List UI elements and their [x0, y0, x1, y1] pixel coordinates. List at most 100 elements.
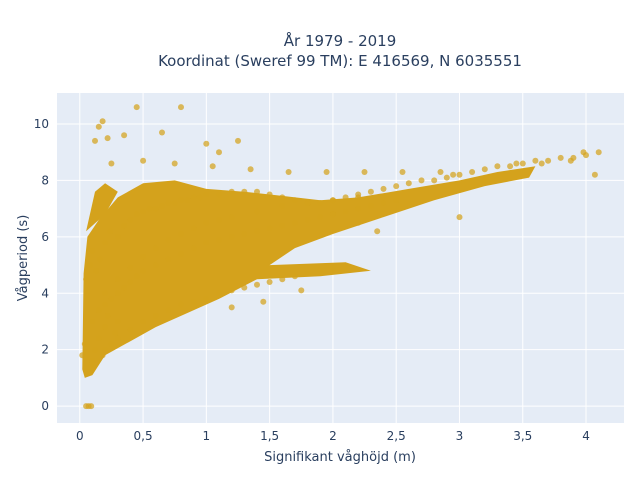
scatter-point — [108, 295, 115, 302]
scatter-point — [469, 169, 476, 175]
scatter-point — [99, 352, 106, 359]
scatter-point — [171, 160, 178, 167]
scatter-point — [279, 222, 286, 229]
scatter-point — [532, 157, 539, 164]
scatter-point — [291, 197, 298, 204]
y-tick-label: 8 — [41, 173, 49, 187]
scatter-point — [121, 132, 128, 139]
scatter-point — [112, 329, 119, 336]
scatter-point — [152, 312, 159, 319]
x-tick-label: 4 — [582, 429, 590, 443]
scatter-point — [399, 169, 406, 175]
scatter-point — [104, 135, 111, 142]
scatter-point — [437, 169, 444, 175]
scatter-point — [355, 219, 362, 226]
scatter-point — [114, 233, 121, 240]
scatter-point — [374, 228, 381, 235]
scatter-point — [456, 214, 463, 221]
scatter-point — [152, 245, 159, 252]
scatter-point — [317, 214, 324, 221]
scatter-point — [254, 208, 260, 215]
scatter-point — [342, 194, 349, 201]
scatter-point — [380, 200, 387, 206]
scatter-point — [93, 267, 100, 274]
scatter-point — [304, 216, 311, 223]
scatter-point — [89, 247, 96, 254]
y-tick-label: 4 — [41, 286, 49, 300]
scatter-point — [190, 194, 197, 201]
scatter-point — [114, 290, 121, 297]
scatter-point — [241, 231, 248, 237]
scatter-point — [323, 169, 330, 175]
scatter-point — [580, 149, 587, 156]
scatter-point — [254, 228, 260, 235]
scatter-point — [152, 262, 159, 269]
scatter-point — [83, 276, 90, 283]
scatter-point — [127, 279, 134, 285]
scatter-point — [567, 157, 574, 164]
scatter-point — [79, 352, 86, 359]
x-tick-label: 0,5 — [134, 429, 153, 443]
scatter-point — [304, 200, 311, 206]
scatter-point — [595, 149, 602, 156]
scatter-point — [89, 360, 96, 367]
scatter-point — [152, 205, 159, 212]
scatter-point — [456, 171, 463, 178]
scatter-point — [291, 273, 298, 280]
scatter-point — [107, 228, 114, 235]
scatter-point — [279, 202, 286, 209]
scatter-point — [108, 341, 115, 347]
grid-lines — [57, 93, 624, 423]
x-tick-label: 0 — [76, 429, 84, 443]
scatter-point — [266, 191, 273, 198]
scatter-point — [216, 236, 222, 243]
scatter-point — [86, 262, 93, 269]
scatter-point — [247, 166, 254, 173]
scatter-point — [329, 197, 336, 204]
chart-title-line-1: År 1979 - 2019 — [284, 31, 397, 50]
scatter-point — [190, 245, 197, 252]
scatter-point — [102, 346, 109, 353]
scatter-point — [519, 160, 526, 167]
scatter-point — [450, 171, 457, 178]
x-tick-label: 1,5 — [260, 429, 279, 443]
scatter-point — [127, 264, 134, 271]
scatter-point — [114, 276, 121, 283]
scatter-point — [171, 200, 178, 206]
scatter-point — [216, 191, 222, 198]
scatter-point — [190, 225, 197, 232]
scatter-point — [165, 307, 172, 314]
scatter-point — [114, 335, 121, 342]
scatter-point — [165, 236, 172, 243]
scatter-point — [481, 177, 488, 184]
scatter-point — [133, 211, 140, 218]
scatter-point — [443, 174, 450, 181]
x-tick-labels: 0 0,5 1 1,5 2 2,5 3 3,5 4 — [76, 429, 590, 443]
scatter-point — [92, 137, 98, 144]
scatter-point — [203, 219, 210, 226]
scatter-point — [102, 301, 109, 308]
scatter-point — [165, 200, 172, 206]
scatter-point — [254, 281, 260, 288]
scatter-point — [298, 287, 305, 294]
y-tick-label: 2 — [41, 343, 49, 357]
scatter-point — [329, 211, 336, 218]
scatter-point — [538, 160, 545, 167]
y-tick-labels: 0 2 4 6 8 10 — [34, 117, 49, 413]
scatter-point — [95, 335, 102, 342]
scatter-point — [114, 318, 121, 325]
scatter-point — [102, 290, 109, 297]
scatter-point — [342, 208, 349, 215]
scatter-point — [121, 284, 128, 291]
scatter-point — [178, 197, 184, 204]
chart-title-line-2: Koordinat (Sweref 99 TM): E 416569, N 60… — [158, 52, 522, 70]
scatter-point — [304, 270, 311, 277]
scatter-point — [266, 225, 273, 232]
scatter-point — [190, 298, 197, 305]
scatter-point — [203, 295, 210, 302]
data-points — [79, 104, 602, 410]
scatter-point — [254, 188, 260, 195]
scatter-point — [178, 301, 184, 308]
scatter-point — [481, 166, 488, 173]
